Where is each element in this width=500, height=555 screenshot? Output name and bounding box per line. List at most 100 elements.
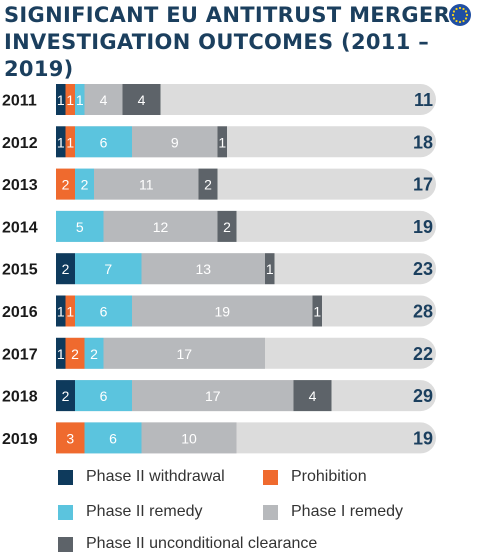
legend-item-phase2-remedy: Phase II remedy: [58, 503, 203, 521]
legend-swatch-phase2-unconditional: [58, 536, 73, 552]
bar-segment-phase1_remedy: [132, 295, 313, 327]
legend-label-phase2-unconditional: Phase II unconditional clearance: [86, 535, 318, 552]
segment-value-label: 1: [57, 346, 65, 362]
segment-value-label: 1: [76, 92, 84, 108]
bar-segment-phase2_remedy: [56, 210, 104, 242]
segment-value-label: 3: [66, 430, 74, 446]
bar-segment-phase1_remedy: [84, 84, 123, 115]
segment-value-label: 1: [218, 134, 226, 150]
bar-total-label: 19: [413, 428, 433, 448]
eu-star-icon: [452, 10, 456, 13]
eu-star-icon: [462, 19, 465, 23]
bar-segment-phase2_remedy: [75, 168, 94, 200]
bar-segment-phase2_unconditional: [265, 253, 275, 285]
bar-row-2019: 2019 3 6 10 19: [2, 422, 436, 454]
segment-value-label: 2: [71, 346, 79, 362]
bar-segment-prohibition: [56, 168, 75, 200]
bar-segment-prohibition: [56, 422, 85, 454]
bar-segment-phase2_withdrawal: [56, 295, 66, 327]
segment-value-label: 5: [76, 219, 84, 235]
legend-label-phase2-withdrawal: Phase II withdrawal: [86, 468, 225, 485]
segment-value-label: 7: [104, 261, 112, 277]
bar-segment-prohibition: [65, 295, 75, 327]
bar-segment-phase2_remedy: [75, 84, 85, 115]
segment-value-label: 4: [309, 388, 317, 404]
bar-segment-phase1_remedy: [141, 422, 237, 454]
legend-swatch-phase1-remedy: [263, 504, 278, 520]
eu-star-icon: [464, 17, 468, 20]
bar-segment-phase2_remedy: [75, 253, 142, 285]
eu-star-icon: [455, 7, 458, 11]
segment-value-label: 11: [139, 177, 154, 193]
eu-star-icon: [465, 13, 469, 17]
bar-total-label: 29: [413, 386, 433, 406]
bar-segment-phase2_remedy: [75, 380, 132, 412]
legend-item-phase2-unconditional: Phase II unconditional clearance: [58, 535, 317, 553]
year-label: 2018: [2, 389, 38, 406]
eu-star-icon: [458, 6, 462, 10]
bar-total-label: 11: [414, 90, 433, 110]
legend-item-phase2-withdrawal: Phase II withdrawal: [58, 468, 225, 486]
bar-segment-phase2_withdrawal: [56, 253, 75, 285]
segment-value-label: 1: [313, 304, 321, 320]
segment-value-label: 4: [138, 92, 146, 108]
bar-row-2015: 2015 2 7 13 1 23: [2, 253, 436, 285]
segment-value-label: 1: [66, 92, 74, 108]
bar-segment-phase2_remedy: [75, 126, 132, 158]
segment-value-label: 4: [100, 92, 108, 108]
bar-segment-phase2_withdrawal: [56, 380, 75, 412]
legend-label-prohibition: Prohibition: [291, 468, 367, 485]
eu-star-icon: [452, 17, 456, 20]
legend-swatch-prohibition: [263, 469, 278, 485]
bar-segment-prohibition: [65, 84, 75, 115]
bar-row-2016: 2016 1 1 6 19 1 28: [2, 295, 436, 327]
bar-segment-phase2_unconditional: [122, 84, 161, 115]
segment-value-label: 1: [66, 134, 74, 150]
bar-segment-phase1_remedy: [132, 380, 294, 412]
segment-value-label: 6: [100, 388, 108, 404]
bar-total-label: 18: [413, 132, 433, 152]
bar-row-2011: 2011 1 1 1 4 4 11: [2, 84, 436, 115]
bar-segment-phase1_remedy: [103, 210, 218, 242]
segment-value-label: 2: [204, 177, 212, 193]
bar-segment-phase2_unconditional: [217, 126, 227, 158]
segment-value-label: 2: [62, 261, 70, 277]
bar-row-2014: 2014 5 12 2 19: [2, 210, 436, 242]
bar-segment-phase1_remedy: [132, 126, 218, 158]
eu-star-icon: [464, 10, 468, 13]
bar-segment-prohibition: [65, 337, 85, 369]
bar-segment-phase2_unconditional: [217, 210, 237, 242]
bar-row-2013: 2013 2 2 11 2 17: [2, 168, 436, 200]
bar-segment-phase2_withdrawal: [56, 126, 66, 158]
eu-star-icon: [455, 19, 458, 23]
year-label: 2013: [2, 177, 38, 194]
bar-segment-phase2_withdrawal: [56, 337, 66, 369]
bar-segment-phase2_remedy: [84, 422, 142, 454]
legend: Phase II withdrawal Prohibition Phase II…: [58, 468, 498, 554]
bar-total-label: 23: [413, 259, 433, 279]
segment-value-label: 17: [205, 388, 221, 404]
bar-segment-phase2_unconditional: [293, 380, 332, 412]
year-label: 2015: [2, 262, 38, 279]
bar-total-label: 28: [413, 302, 433, 322]
legend-swatch-phase2-withdrawal: [58, 469, 73, 485]
year-label: 2012: [2, 135, 38, 152]
bar-segment-phase2_remedy: [75, 295, 132, 327]
segment-value-label: 1: [57, 304, 65, 320]
chart-title: SIGNIFICANT EU ANTITRUST MERGER INVESTIG…: [4, 2, 500, 83]
eu-stars: [451, 6, 469, 24]
bar-row-2018: 2018 2 6 17 4 29: [2, 380, 436, 412]
bar-total-label: 17: [413, 175, 433, 195]
bar-segment-prohibition: [65, 126, 75, 158]
segment-value-label: 1: [57, 134, 65, 150]
year-label: 2016: [2, 304, 38, 321]
bar-segment-phase1_remedy: [103, 337, 265, 369]
segment-value-label: 6: [100, 134, 108, 150]
legend-item-phase1-remedy: Phase I remedy: [263, 503, 403, 521]
segment-value-label: 17: [176, 346, 192, 362]
year-label: 2014: [2, 219, 38, 236]
segment-value-label: 12: [153, 219, 169, 235]
segment-value-label: 2: [81, 177, 89, 193]
eu-star-icon: [462, 7, 465, 11]
